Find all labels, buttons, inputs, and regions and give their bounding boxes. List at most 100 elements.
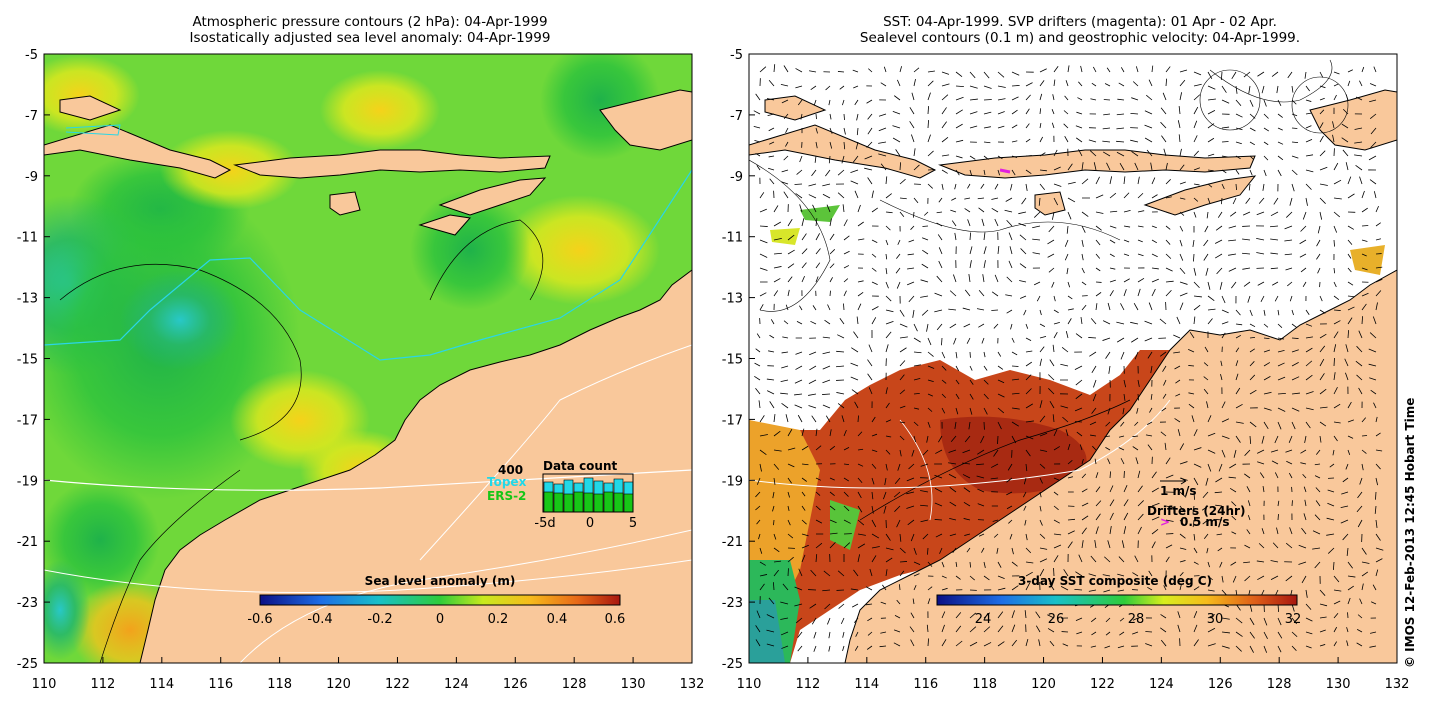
- velocity-arrow: [1193, 71, 1202, 76]
- velocity-arrow: [1354, 154, 1363, 157]
- right-x-tick-label: 124: [1149, 677, 1174, 692]
- velocity-arrow: [1256, 560, 1265, 563]
- velocity-arrow: [1164, 442, 1167, 451]
- velocity-arrow: [1214, 491, 1223, 494]
- right-colorbar-ticks: 24 26 28 30 32: [975, 612, 1302, 627]
- velocity-arrow: [927, 120, 929, 129]
- drifter-scale-label: 0.5 m/s: [1180, 515, 1229, 529]
- velocity-arrow: [1116, 337, 1125, 343]
- velocity-arrow: [1116, 151, 1125, 157]
- velocity-arrow: [1333, 179, 1342, 185]
- velocity-arrow: [913, 392, 920, 395]
- velocity-arrow: [1067, 197, 1076, 203]
- velocity-arrow: [867, 373, 873, 381]
- velocity-arrow: [1319, 211, 1323, 220]
- velocity-arrow: [1039, 533, 1046, 539]
- velocity-arrow: [1277, 631, 1283, 639]
- velocity-arrow: [829, 542, 836, 549]
- velocity-arrow: [1270, 211, 1279, 217]
- velocity-arrow: [913, 561, 921, 566]
- velocity-arrow: [1025, 108, 1030, 115]
- velocity-arrow: [897, 463, 901, 471]
- velocity-arrow: [1039, 80, 1045, 87]
- velocity-arrow: [1327, 489, 1335, 493]
- velocity-arrow: [1347, 597, 1351, 605]
- velocity-arrow: [773, 547, 780, 553]
- velocity-arrow: [1053, 166, 1061, 171]
- velocity-arrow: [1049, 640, 1055, 647]
- velocity-arrow: [964, 435, 971, 443]
- velocity-arrow: [1235, 360, 1239, 367]
- velocity-arrow: [913, 67, 920, 73]
- velocity-arrow: [1369, 179, 1377, 185]
- velocity-arrow: [1242, 211, 1251, 216]
- velocity-arrow: [1260, 295, 1265, 302]
- velocity-arrow: [955, 640, 963, 647]
- right-x-tick-label: 118: [972, 677, 997, 692]
- velocity-arrow: [1092, 66, 1097, 73]
- velocity-arrow: [1274, 435, 1279, 444]
- velocity-arrow: [1221, 141, 1229, 143]
- velocity-arrow: [955, 351, 958, 359]
- velocity-arrow: [836, 365, 845, 368]
- velocity-arrow: [1010, 183, 1013, 191]
- left-y-tick-label: -9: [25, 170, 38, 185]
- velocity-arrow: [1104, 645, 1111, 649]
- velocity-arrow: [1319, 71, 1324, 78]
- velocity-arrow: [1193, 447, 1202, 451]
- velocity-arrow: [921, 263, 929, 269]
- right-colorbar-label: 3-day SST composite (deg C): [1018, 574, 1212, 588]
- velocity-arrow: [962, 474, 971, 479]
- velocity-arrow: [885, 557, 893, 563]
- velocity-arrow: [1305, 309, 1310, 316]
- inset-xtick: 5: [629, 516, 637, 531]
- velocity-arrow: [1105, 447, 1111, 451]
- velocity-arrow: [1319, 85, 1326, 89]
- velocity-arrow: [1300, 225, 1307, 232]
- velocity-arrow: [1179, 519, 1185, 527]
- velocity-arrow: [1162, 393, 1167, 399]
- velocity-arrow: [1312, 547, 1321, 550]
- velocity-arrow: [997, 71, 1005, 78]
- velocity-arrow: [997, 169, 1000, 176]
- velocity-arrow: [1202, 519, 1209, 525]
- velocity-arrow: [828, 99, 831, 106]
- velocity-arrow: [1193, 429, 1198, 437]
- velocity-arrow: [983, 575, 990, 581]
- velocity-arrow: [781, 169, 789, 173]
- velocity-arrow: [1305, 631, 1313, 635]
- velocity-arrow: [759, 208, 767, 213]
- velocity-arrow: [856, 316, 859, 325]
- velocity-arrow: [1179, 267, 1186, 274]
- velocity-arrow: [756, 610, 761, 619]
- velocity-arrow: [1249, 389, 1257, 395]
- velocity-arrow: [842, 631, 845, 638]
- velocity-arrow: [755, 505, 761, 511]
- velocity-arrow: [962, 462, 971, 465]
- velocity-arrow: [1060, 585, 1069, 591]
- velocity-arrow: [1137, 225, 1144, 228]
- velocity-arrow: [1207, 575, 1213, 581]
- velocity-arrow: [815, 505, 821, 511]
- right-cb-tick: 24: [975, 612, 992, 627]
- velocity-arrow: [829, 141, 833, 149]
- velocity-arrow: [1333, 197, 1342, 200]
- velocity-arrow: [1121, 540, 1125, 549]
- velocity-arrow: [841, 415, 845, 423]
- velocity-arrow: [997, 421, 1002, 430]
- velocity-arrow: [964, 208, 971, 213]
- velocity-arrow: [1333, 331, 1339, 339]
- velocity-arrow: [941, 379, 947, 384]
- velocity-arrow: [1161, 407, 1167, 412]
- velocity-arrow: [1117, 589, 1125, 592]
- velocity-arrow: [865, 603, 873, 606]
- velocity-arrow: [1345, 372, 1349, 381]
- velocity-arrow: [787, 491, 790, 498]
- velocity-arrow: [1177, 611, 1181, 619]
- velocity-arrow: [1277, 407, 1286, 412]
- velocity-arrow: [1039, 68, 1047, 73]
- velocity-arrow: [1008, 519, 1013, 524]
- velocity-arrow: [1175, 379, 1181, 384]
- velocity-arrow: [1319, 97, 1325, 101]
- velocity-arrow: [911, 449, 915, 457]
